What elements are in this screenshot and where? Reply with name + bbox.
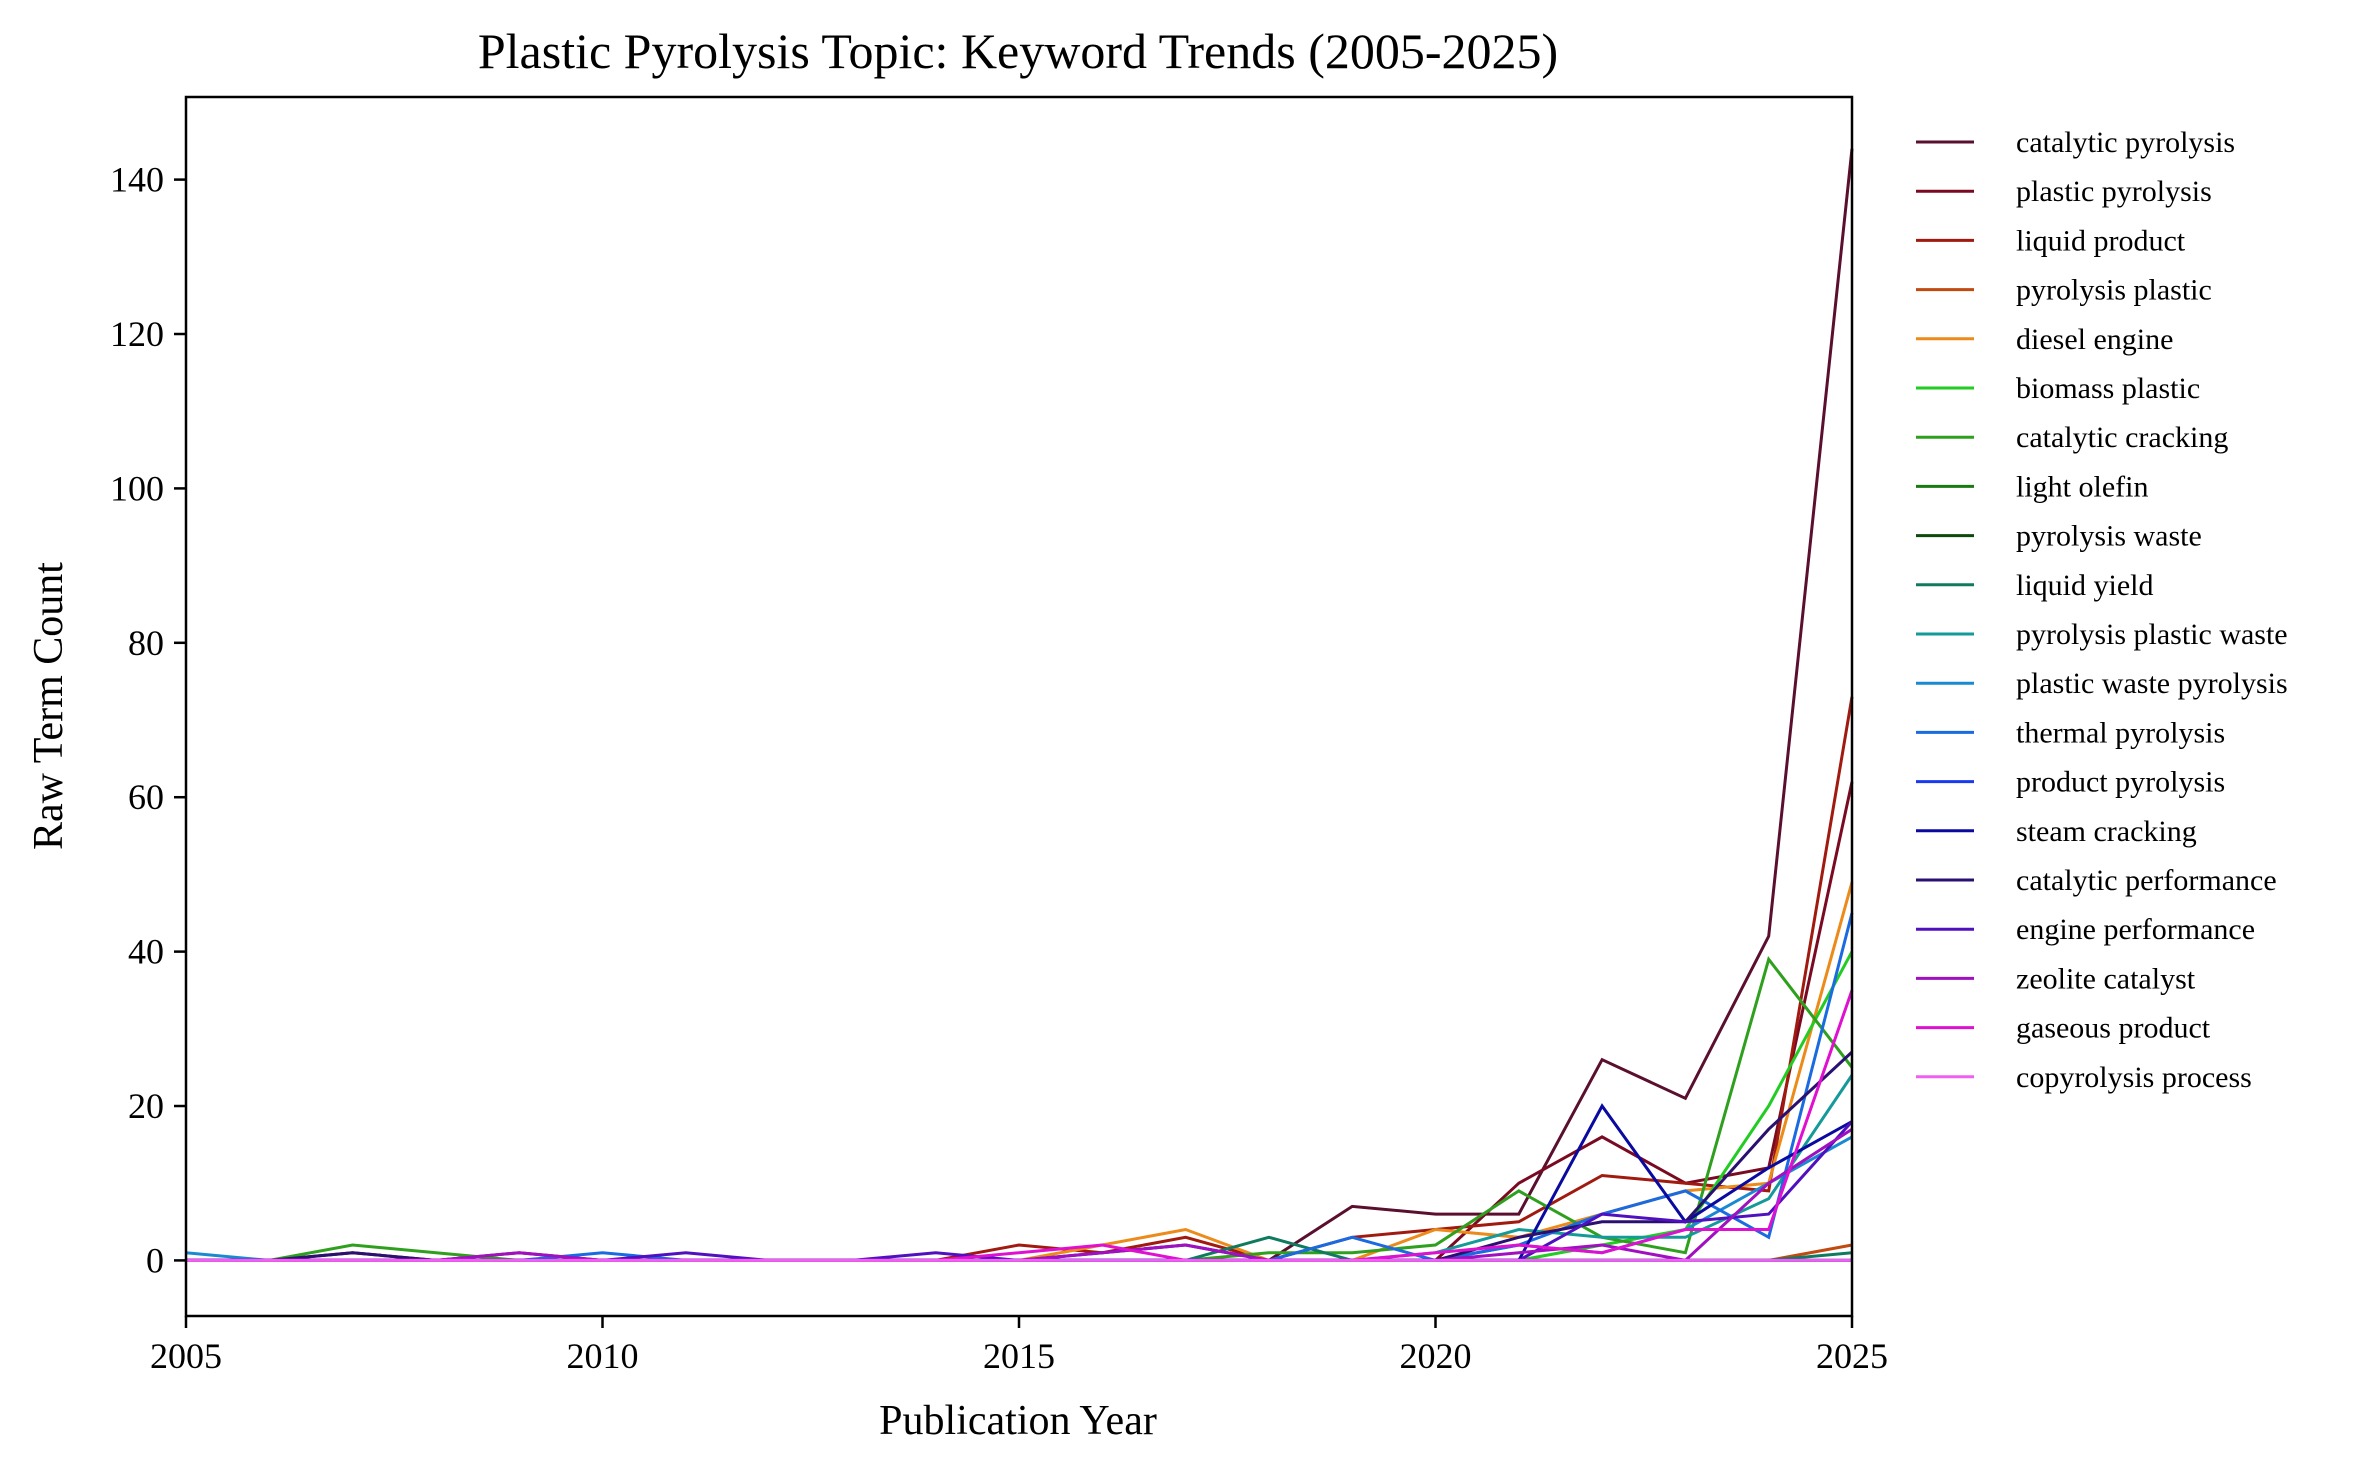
y-tick-label-5: 100 xyxy=(110,468,164,508)
series-line-12 xyxy=(186,912,1854,1262)
x-tick-label-2: 2015 xyxy=(983,1336,1055,1376)
legend-label-9: liquid yield xyxy=(2016,569,2154,602)
series-line-16 xyxy=(186,1120,1854,1262)
x-tick-label-0: 2005 xyxy=(150,1336,222,1376)
legend-label-18: gaseous product xyxy=(2016,1012,2211,1045)
legend-label-0: catalytic pyrolysis xyxy=(2016,126,2235,159)
y-axis: 0 20 40 60 80 100 120 140 xyxy=(110,160,186,1280)
plot-area-frame xyxy=(184,95,1854,1318)
y-tick-label-3: 60 xyxy=(128,777,164,817)
legend-label-6: catalytic cracking xyxy=(2016,421,2228,454)
y-tick-label-2: 40 xyxy=(128,932,164,972)
legend-label-16: engine performance xyxy=(2016,913,2255,946)
series-line-18 xyxy=(186,989,1854,1262)
legend-label-17: zeolite catalyst xyxy=(2016,962,2196,995)
y-tick-label-7: 140 xyxy=(110,160,164,200)
series-layer xyxy=(185,148,1854,1263)
chart-title: Plastic Pyrolysis Topic: Keyword Trends … xyxy=(478,23,1558,79)
series-line-4 xyxy=(186,881,1854,1262)
x-tick-label-1: 2010 xyxy=(567,1336,639,1376)
x-axis: 2005 2010 2015 2020 2025 xyxy=(150,1316,1888,1376)
legend-label-14: steam cracking xyxy=(2016,815,2197,848)
legend: catalytic pyrolysis plastic pyrolysis liqu… xyxy=(1916,126,2288,1094)
x-tick-label-3: 2020 xyxy=(1400,1336,1472,1376)
legend-label-4: diesel engine xyxy=(2016,323,2173,356)
series-line-17 xyxy=(186,1127,1853,1263)
legend-label-13: product pyrolysis xyxy=(2016,766,2225,799)
legend-label-5: biomass plastic xyxy=(2016,372,2200,405)
series-line-9 xyxy=(186,1235,1853,1262)
x-axis-label: Publication Year xyxy=(879,1398,1157,1444)
y-axis-label: Raw Term Count xyxy=(26,562,72,850)
legend-label-12: thermal pyrolysis xyxy=(2016,716,2225,749)
legend-label-15: catalytic performance xyxy=(2016,864,2277,897)
y-tick-label-4: 80 xyxy=(128,623,164,663)
legend-label-2: liquid product xyxy=(2016,224,2186,257)
series-line-0 xyxy=(186,148,1854,1262)
series-line-10 xyxy=(186,1074,1854,1262)
series-line-11 xyxy=(185,1135,1853,1262)
y-tick-label-0: 0 xyxy=(146,1240,164,1280)
legend-label-10: pyrolysis plastic waste xyxy=(2016,618,2288,651)
legend-label-7: light olefin xyxy=(2016,470,2148,503)
y-tick-label-1: 20 xyxy=(128,1086,164,1126)
series-line-1 xyxy=(186,781,1854,1262)
legend-label-3: pyrolysis plastic xyxy=(2016,274,2212,307)
y-tick-label-6: 120 xyxy=(110,314,164,354)
legend-label-11: plastic waste pyrolysis xyxy=(2016,667,2288,700)
series-line-2 xyxy=(186,696,1854,1262)
legend-label-8: pyrolysis waste xyxy=(2016,520,2202,553)
x-tick-label-4: 2025 xyxy=(1816,1336,1888,1376)
legend-label-19: copyrolysis process xyxy=(2016,1061,2252,1094)
series-line-15 xyxy=(186,1050,1854,1262)
legend-label-1: plastic pyrolysis xyxy=(2016,175,2212,208)
